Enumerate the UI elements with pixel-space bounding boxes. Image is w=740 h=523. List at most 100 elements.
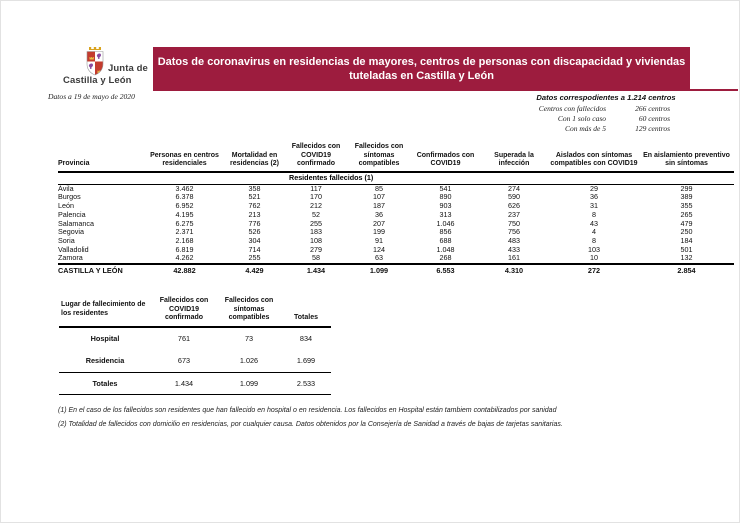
column-header: Lugar de fallecimiento de los residentes	[61, 301, 146, 317]
value-cell: 212	[310, 201, 322, 211]
total-value-cell: 4.429	[245, 266, 264, 276]
provinces-table-header: Provincia Personas en centros residencial…	[58, 143, 734, 172]
value-cell: 161	[508, 253, 520, 263]
value-cell: 187	[373, 201, 385, 211]
value-cell: 184	[680, 236, 693, 245]
province-cell: Salamanca	[58, 218, 94, 228]
centers-info-label: Con 1 solo caso	[557, 114, 606, 123]
value-cell: 213	[248, 209, 261, 219]
value-cell: 199	[373, 227, 385, 237]
value-cell: 107	[373, 192, 385, 202]
value-cell: 255	[310, 218, 322, 228]
table-row: Segovia 2.371 526 183 199 856 756 4 250	[58, 228, 734, 237]
value-cell: 6.952	[175, 201, 194, 211]
value-cell: 85	[375, 183, 383, 193]
value-cell: 4.195	[175, 209, 194, 219]
value-cell: 268	[439, 253, 452, 263]
value-cell: 6.378	[175, 192, 194, 202]
footnotes: (1) En el caso de los fallecidos son res…	[58, 404, 718, 432]
table-row: Ávila 3.462 358 117 85 541 274 29 299	[58, 184, 734, 193]
value-cell: 108	[310, 236, 322, 245]
value-cell: 483	[508, 236, 520, 245]
value-cell: 688	[439, 236, 452, 245]
junta-castilla-leon-shield-icon	[86, 47, 104, 76]
provinces-table: Provincia Personas en centros residencial…	[58, 143, 734, 277]
value-cell: 36	[375, 209, 383, 219]
centers-info-label: Con más de 5	[564, 124, 606, 133]
centers-info-row: Con más de 5 129 centros	[528, 124, 684, 134]
value-cell: 433	[508, 244, 520, 254]
total-value-cell: 1.099	[239, 378, 259, 388]
footnote-1: (1) En el caso de los fallecidos son res…	[58, 407, 557, 414]
value-cell: 265	[680, 209, 693, 219]
centers-info-label: Centros con fallecidos	[538, 104, 606, 113]
total-label-cell: Totales	[92, 378, 118, 388]
value-cell: 389	[680, 192, 693, 202]
value-cell: 58	[312, 253, 320, 263]
value-cell: 501	[680, 244, 693, 254]
value-cell: 313	[439, 209, 452, 219]
residents-deceased-subheader: Residentes fallecidos (1)	[58, 172, 734, 185]
value-cell: 762	[248, 201, 261, 211]
value-cell: 355	[680, 201, 693, 211]
centers-info-value: 266 centros	[635, 104, 670, 113]
value-cell: 63	[375, 253, 383, 263]
centers-info-row: Con 1 solo caso 60 centros	[528, 114, 684, 124]
total-label-cell: CASTILLA Y LEÓN	[58, 266, 123, 276]
table-row: Zamora 4.262 255 58 63 268 161 10 132	[58, 254, 734, 264]
value-cell: 250	[680, 227, 693, 237]
report-title-line1: Datos de coronavirus en residencias de m…	[157, 56, 686, 68]
value-cell: 274	[508, 183, 520, 193]
value-cell: 237	[508, 209, 520, 219]
table-row: Hospital 761 73 834	[59, 327, 331, 350]
value-cell: 183	[310, 227, 322, 237]
value-cell: 103	[588, 244, 600, 254]
value-cell: 124	[373, 244, 385, 254]
total-value-cell: 1.434	[306, 266, 326, 276]
value-cell: 207	[373, 218, 385, 228]
column-header: Confirmados con COVID19	[416, 151, 475, 168]
report-title-bar: Datos de coronavirus en residencias de m…	[153, 47, 690, 91]
total-value-cell: 2.533	[296, 378, 316, 388]
value-cell: 2.168	[175, 236, 194, 245]
value-cell: 73	[244, 333, 254, 343]
place-cell: Hospital	[90, 333, 120, 343]
value-cell: 43	[590, 218, 598, 228]
total-row-castilla-y-leon: CASTILLA Y LEÓN 42.882 4.429 1.434 1.099 6.55…	[58, 264, 734, 277]
value-cell: 358	[248, 183, 261, 193]
value-cell: 626	[508, 201, 520, 211]
column-header: Personas en centros residenciales	[150, 151, 219, 168]
value-cell: 856	[439, 227, 452, 237]
centers-info-block: Datos correspodientes a 1.214 centros Ce…	[528, 93, 684, 134]
column-header: Aislados con síntomas compatibles con CO…	[550, 151, 638, 168]
value-cell: 1.026	[239, 355, 259, 365]
centers-info-value: 60 centros	[638, 114, 670, 123]
total-value-cell: 272	[587, 266, 601, 276]
value-cell: 776	[248, 218, 261, 228]
column-header: Fallecidos con síntomas compatibles	[224, 297, 274, 322]
value-cell: 673	[177, 355, 191, 365]
value-cell: 132	[680, 253, 693, 263]
province-cell: Soria	[58, 236, 75, 245]
accent-divider	[690, 89, 738, 91]
province-cell: León	[58, 201, 74, 211]
value-cell: 170	[310, 192, 322, 202]
value-cell: 36	[590, 192, 598, 202]
logo-text-line1: Junta de	[108, 63, 148, 74]
column-header: Fallecidos con síntomas compatibles	[354, 143, 404, 168]
value-cell: 29	[590, 183, 598, 193]
table-row: León 6.952 762 212 187 903 626 31 355	[58, 201, 734, 211]
column-header: Mortalidad en residencias (2)	[229, 151, 280, 168]
centers-info-header: Datos correspodientes a 1.214 centros	[536, 93, 676, 102]
value-cell: 479	[680, 218, 693, 228]
province-cell: Palencia	[58, 209, 86, 219]
place-of-death-table: Lugar de fallecimiento de los residentes…	[59, 297, 331, 395]
centers-info-row: Centros con fallecidos 266 centros	[528, 104, 684, 114]
total-value-cell: 6.553	[436, 266, 455, 276]
value-cell: 834	[299, 333, 313, 343]
value-cell: 10	[590, 253, 598, 263]
value-cell: 279	[310, 244, 322, 254]
report-title-line2: tuteladas en Castilla y León	[349, 70, 494, 82]
value-cell: 4	[592, 227, 596, 237]
value-cell: 8	[592, 236, 596, 245]
